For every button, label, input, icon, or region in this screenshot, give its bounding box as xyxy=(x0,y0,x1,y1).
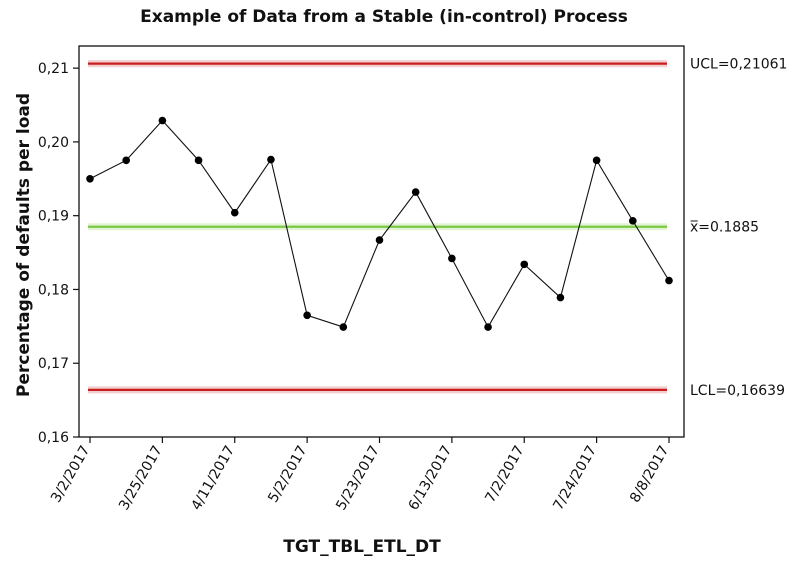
data-point xyxy=(629,217,637,225)
y-tick-label: 0,20 xyxy=(38,135,69,151)
y-tick-label: 0,21 xyxy=(38,61,69,77)
ref-label-ucl: UCL=0,21061 xyxy=(690,57,787,73)
data-point xyxy=(411,188,420,196)
x-tick-label: 4/11/2017 xyxy=(188,443,238,513)
data-point xyxy=(484,323,492,331)
data-point xyxy=(339,323,348,331)
y-tick-label: 0,19 xyxy=(38,209,69,225)
y-tick-label: 0,17 xyxy=(38,356,69,372)
x-tick-label: 6/13/2017 xyxy=(406,443,456,513)
plot-frame xyxy=(78,45,685,438)
data-series xyxy=(86,116,673,331)
x-tick-label: 8/8/2017 xyxy=(627,443,672,505)
x-tick-label: 3/2/2017 xyxy=(48,443,93,505)
data-point xyxy=(267,155,275,164)
data-point xyxy=(448,254,456,263)
data-point xyxy=(158,116,167,125)
y-tick-label: 0,18 xyxy=(38,282,69,298)
x-tick-label: 5/2/2017 xyxy=(265,443,310,505)
data-point xyxy=(375,236,384,244)
data-point xyxy=(194,156,203,165)
x-axis-title: TGT_TBL_ETL_DT xyxy=(283,537,441,557)
y-axis: 0,16 0,17 0,18 0,19 0,20 0,21 xyxy=(38,61,79,446)
data-point xyxy=(303,311,311,320)
data-point xyxy=(665,276,673,285)
ref-label-lcl: LCL=0,16639 xyxy=(690,383,785,399)
x-tick-label: 5/23/2017 xyxy=(333,443,383,513)
x-axis: 3/2/2017 3/25/2017 4/11/2017 5/2/2017 5/23/2… xyxy=(48,437,672,513)
data-point xyxy=(520,260,529,269)
y-axis-title: Percentage of defaults per load xyxy=(14,93,34,397)
x-tick-label: 3/25/2017 xyxy=(116,443,166,513)
x-tick-label: 7/24/2017 xyxy=(550,443,600,513)
reference-lines: UCL=0,21061 x̅=0.1885 LCL=0,16639 xyxy=(88,57,787,399)
data-point xyxy=(122,156,130,165)
y-tick-label: 0,16 xyxy=(38,430,69,446)
data-point xyxy=(556,293,565,302)
ref-label-mean: x̅=0.1885 xyxy=(690,220,759,236)
data-point xyxy=(230,208,239,217)
chart-title: Example of Data from a Stable (in-contro… xyxy=(140,7,628,27)
data-point xyxy=(86,174,94,183)
data-point xyxy=(592,156,601,165)
x-tick-label: 7/2/2017 xyxy=(482,443,527,505)
